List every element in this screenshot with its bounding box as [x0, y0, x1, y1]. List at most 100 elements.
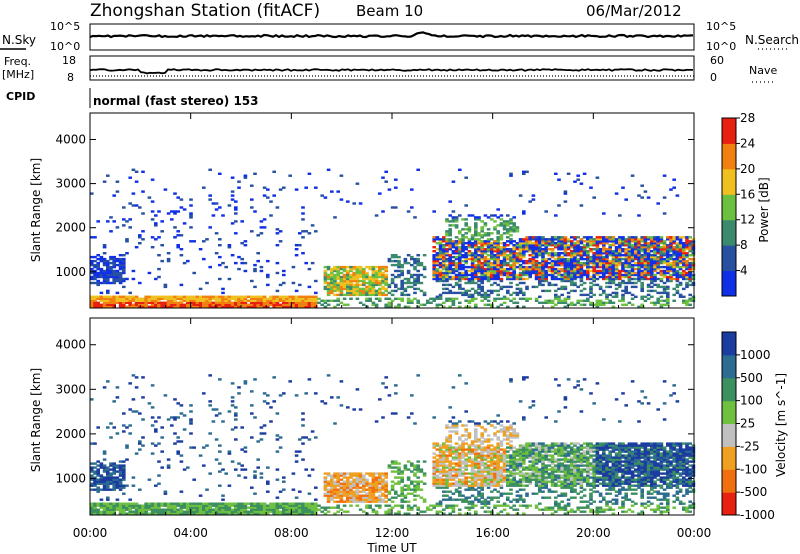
y-tick-label: 1000: [55, 265, 86, 279]
colorbar-tick-label: 20: [740, 162, 755, 176]
velocity-cell: [186, 502, 190, 505]
velocity-cell: [131, 504, 136, 507]
power-cell: [490, 246, 494, 249]
power-cell: [525, 273, 529, 277]
power-cell: [490, 265, 494, 269]
power-cell: [208, 194, 212, 197]
power-cell: [566, 257, 571, 261]
power-cell: [118, 271, 123, 275]
velocity-cell: [362, 484, 366, 487]
power-cell: [570, 275, 574, 279]
power-cell: [650, 250, 654, 253]
power-cell: [611, 279, 616, 283]
power-cell: [678, 255, 683, 259]
velocity-cell: [368, 486, 372, 489]
power-cell: [314, 305, 318, 308]
velocity-cell: [464, 464, 468, 467]
power-cell: [656, 267, 660, 271]
velocity-cell: [214, 502, 219, 505]
power-cell: [374, 214, 379, 217]
power-cell: [630, 259, 635, 263]
power-cell: [637, 242, 641, 245]
power-cell: [547, 269, 552, 273]
velocity-cell: [432, 482, 436, 485]
power-cell: [586, 236, 590, 239]
power-cell: [592, 252, 596, 255]
power-cell: [560, 287, 564, 291]
power-cell: [579, 265, 584, 269]
velocity-cell: [442, 498, 446, 501]
power-cell: [189, 216, 193, 219]
power-cell: [259, 269, 264, 273]
velocity-cell: [170, 512, 174, 515]
power-cell: [592, 242, 596, 245]
power-cell: [618, 269, 622, 273]
power-cell: [589, 295, 593, 298]
velocity-cell: [352, 494, 356, 497]
power-cell: [243, 303, 248, 306]
power-cell: [560, 261, 564, 265]
power-cell: [102, 271, 107, 275]
velocity-cell: [432, 446, 436, 449]
power-cell: [662, 248, 667, 251]
power-cell: [432, 257, 436, 261]
power-cell: [202, 257, 206, 261]
power-cell: [650, 269, 654, 273]
power-cell: [390, 206, 395, 209]
power-cell: [493, 226, 497, 229]
velocity-cell: [352, 490, 356, 493]
power-cell: [653, 267, 657, 271]
power-cell: [336, 281, 340, 285]
power-cell: [90, 297, 94, 300]
power-cell: [237, 255, 241, 259]
power-cell: [541, 240, 545, 243]
power-cell: [371, 269, 376, 273]
power-cell: [333, 285, 337, 289]
power-cell: [506, 244, 510, 247]
power-cell: [205, 305, 209, 308]
power-cell: [112, 303, 116, 306]
power-cell: [656, 252, 660, 255]
power-cell: [221, 261, 225, 265]
power-cell: [192, 295, 196, 298]
power-cell: [630, 271, 635, 275]
velocity-cell: [378, 486, 382, 489]
power-cell: [157, 236, 161, 239]
velocity-cell: [115, 478, 120, 481]
power-cell: [458, 254, 462, 257]
velocity-cell: [326, 498, 331, 501]
power-cell: [282, 281, 286, 285]
power-cell: [218, 206, 222, 209]
power-cell: [115, 295, 120, 298]
power-cell: [493, 277, 497, 281]
velocity-cell: [147, 502, 152, 505]
power-cell: [454, 242, 459, 245]
power-cell: [346, 281, 350, 285]
velocity-cell: [192, 506, 196, 509]
power-cell: [560, 252, 564, 255]
power-cell: [93, 277, 97, 281]
power-cell: [381, 265, 385, 269]
power-cell: [90, 263, 94, 267]
velocity-cell: [442, 482, 446, 485]
velocity-cell: [461, 470, 465, 473]
power-cell: [563, 277, 568, 281]
power-cell: [515, 283, 520, 287]
power-cell: [563, 240, 568, 243]
velocity-cell: [336, 482, 340, 485]
power-cell: [218, 172, 222, 175]
velocity-cell: [218, 484, 222, 487]
power-cell: [682, 265, 686, 269]
velocity-cell: [451, 430, 456, 433]
power-cell: [349, 273, 353, 277]
power-cell: [602, 236, 606, 239]
velocity-cell: [467, 464, 472, 467]
velocity-cell: [182, 414, 187, 417]
power-cell: [669, 248, 673, 251]
power-cell: [458, 261, 462, 265]
velocity-cell: [371, 486, 376, 489]
power-cell: [586, 271, 590, 275]
power-cell: [451, 301, 456, 304]
power-cell: [666, 267, 670, 271]
power-cell: [554, 277, 558, 281]
